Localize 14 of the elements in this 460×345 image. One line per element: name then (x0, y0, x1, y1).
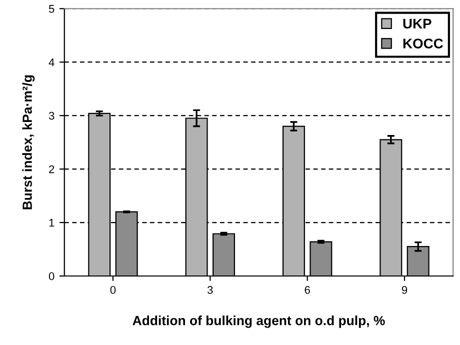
y-tick-label: 4 (48, 58, 54, 66)
legend-label: UKP (403, 18, 432, 29)
x-axis-title: Addition of bulking agent on o.d pulp, % (132, 316, 385, 328)
y-tick-label: 5 (48, 5, 54, 13)
x-tick-label: 6 (304, 286, 310, 294)
y-axis-title: Burst index, kPa·m²/g (22, 75, 35, 210)
y-tick-label: 1 (49, 218, 54, 227)
y-tick-label: 0 (48, 272, 54, 280)
x-tick-label: 9 (402, 286, 408, 294)
y-tick-label: 3 (48, 112, 54, 120)
y-tick-label: 2 (49, 165, 54, 174)
x-tick-label: 0 (110, 286, 116, 294)
x-tick-label: 3 (207, 286, 213, 294)
legend-label: KOCC (403, 38, 443, 48)
